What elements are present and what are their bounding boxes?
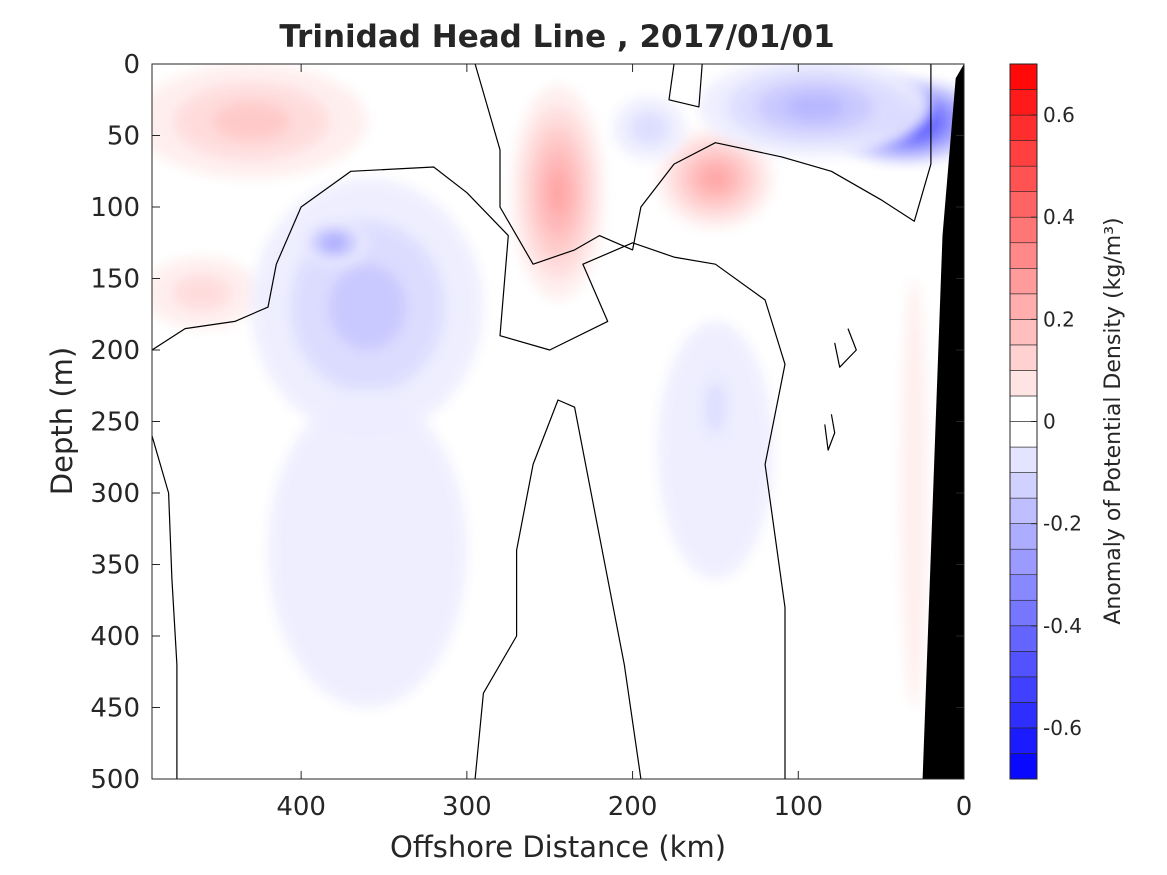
colorbar-band [1009,63,1038,90]
colorbar-band [1009,472,1038,499]
anomaly-level [705,382,726,433]
zero-contour-line [474,399,642,779]
colorbar-band [1009,574,1038,601]
colorbar-band [1009,548,1038,576]
colorbar-band [1009,165,1038,192]
plot-area: 400 300 200 100 0 0 50 100 150 200 250 300 350 400 45… [90,50,972,822]
colorbar-band [1009,523,1038,550]
colorbar-band [1009,753,1038,780]
y-tick-label: 450 [90,694,140,724]
x-tick-label: 0 [956,792,973,822]
zero-contour-line [668,64,703,108]
colorbar-tick-label: 0.4 [1043,205,1075,229]
colorbar-band [1009,599,1038,627]
colorbar-band [1009,140,1038,167]
colorbar-band [1009,370,1038,397]
colorbar-band [1009,446,1038,473]
colorbar: 0.6 0.4 0.2 0 -0.2 -0.4 -0.6 Anomaly of Potent… [1009,63,1126,780]
y-tick-label: 400 [90,622,140,652]
zero-contour-line [152,435,178,779]
y-axis-label: Depth (m) [45,347,79,495]
colorbar-tick-label: -0.2 [1043,512,1082,536]
anomaly-level [328,264,407,350]
x-axis-label: Offshore Distance (km) [390,830,726,864]
colorbar-band [1009,114,1038,141]
anomaly-level [268,392,467,708]
y-tick-label: 500 [90,765,140,795]
anomaly-level [327,238,341,248]
anomaly-level [548,171,568,215]
y-axis-ticks: 0 50 100 150 200 250 300 350 400 450 500 [90,50,964,795]
colorbar-bands [1009,63,1038,780]
y-tick-label: 200 [90,336,140,366]
colorbar-band [1009,676,1038,703]
shelf-bathymetry [922,64,964,779]
colorbar-band [1009,651,1038,678]
colorbar-band [1009,319,1038,346]
y-tick-label: 350 [90,551,140,581]
colorbar-band [1009,421,1038,448]
x-tick-label: 400 [276,792,326,822]
colorbar-band [1009,395,1038,422]
colorbar-ticks: 0.6 0.4 0.2 0 -0.2 -0.4 -0.6 [1031,103,1082,740]
x-tick-label: 200 [608,792,658,822]
y-tick-label: 300 [90,479,140,509]
colorbar-band [1009,727,1038,754]
colorbar-band [1009,293,1038,320]
y-tick-label: 100 [90,193,140,223]
zero-contour-line [834,328,857,368]
anomaly-level [901,278,928,708]
anomaly-level [172,274,231,311]
zero-contour-line [824,414,836,451]
colorbar-tick-label: -0.6 [1043,716,1082,740]
y-tick-label: 150 [90,265,140,295]
zero-contour-line [474,64,932,265]
zero-contour-line [152,166,786,779]
colorbar-band [1009,702,1038,729]
y-tick-label: 250 [90,408,140,438]
colorbar-tick-label: 0.2 [1043,307,1075,331]
colorbar-tick-label: 0.6 [1043,103,1075,127]
colorbar-band [1009,89,1038,116]
colorbar-label: Anomaly of Potential Density (kg/m³) [1101,217,1126,624]
anomaly-level [785,94,844,120]
colorbar-band [1009,191,1038,218]
anomaly-field [152,64,964,708]
colorbar-band [1009,242,1038,269]
colorbar-band [1009,216,1038,244]
colorbar-band [1009,625,1038,652]
colorbar-tick-label: 0 [1043,410,1056,434]
colorbar-band [1009,344,1038,371]
colorbar-tick-label: -0.4 [1043,614,1082,638]
colorbar-band [1009,497,1038,524]
zero-contours [152,64,932,779]
colorbar-band [1009,267,1038,295]
y-tick-label: 0 [123,50,140,80]
anomaly-level [703,168,728,189]
chart-title: Trinidad Head Line , 2017/01/01 [279,19,834,55]
x-tick-label: 100 [773,792,823,822]
x-axis-ticks: 400 300 200 100 0 [276,64,972,822]
x-tick-label: 300 [442,792,492,822]
anomaly-level [630,112,668,145]
y-tick-label: 50 [107,122,140,152]
anomaly-level [212,102,291,141]
